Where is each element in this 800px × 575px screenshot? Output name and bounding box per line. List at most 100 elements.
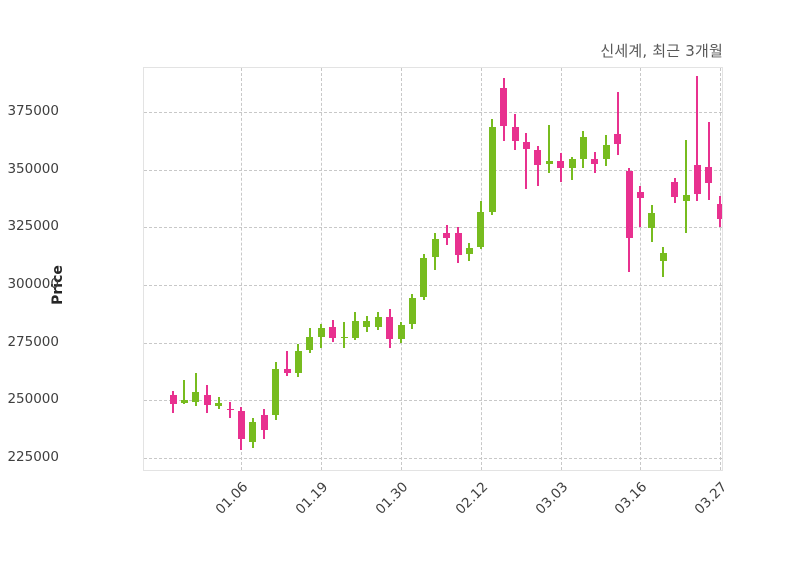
- candlestick-body: [237, 410, 245, 439]
- candlestick: [500, 68, 508, 470]
- candlestick: [602, 68, 610, 470]
- candlestick-body: [169, 394, 177, 404]
- candlestick: [294, 68, 302, 470]
- candlestick: [431, 68, 439, 470]
- candlestick-body: [283, 369, 291, 373]
- candlestick-body: [636, 191, 644, 199]
- candlestick: [716, 68, 722, 470]
- candlestick: [488, 68, 496, 470]
- x-axis-tick-label: 01.06: [213, 479, 252, 518]
- candlestick: [579, 68, 587, 470]
- gridline-horizontal: [144, 111, 722, 113]
- plot-area: [143, 67, 723, 471]
- candlestick-body: [545, 161, 553, 164]
- candlestick-body: [351, 320, 359, 339]
- candlestick-body: [329, 326, 337, 339]
- candlestick: [317, 68, 325, 470]
- candlestick-wick: [343, 321, 345, 349]
- gridline-horizontal: [144, 227, 722, 229]
- candlestick: [306, 68, 314, 470]
- candlestick-wick: [707, 122, 710, 200]
- candlestick: [511, 68, 519, 470]
- gridline-vertical: [321, 68, 323, 470]
- candlestick: [648, 68, 656, 470]
- candlestick: [705, 68, 713, 470]
- candlestick-wick: [286, 350, 288, 377]
- candlestick: [329, 68, 337, 470]
- candlestick-wick: [685, 139, 687, 234]
- candlestick-wick: [616, 92, 619, 155]
- candlestick-body: [568, 159, 576, 169]
- candlestick-body: [374, 317, 382, 327]
- candlestick-body: [306, 336, 314, 350]
- candlestick: [636, 68, 644, 470]
- gridline-horizontal: [144, 400, 722, 402]
- candlestick-body: [522, 141, 530, 149]
- candlestick-body: [260, 415, 268, 431]
- y-axis-tick-label: 275000: [7, 333, 59, 350]
- candlestick-body: [477, 212, 485, 247]
- candlestick: [363, 68, 371, 470]
- candlestick-body: [203, 394, 211, 406]
- y-axis-tick-label: 375000: [7, 102, 59, 119]
- candlestick: [568, 68, 576, 470]
- candlestick: [693, 68, 701, 470]
- gridline-horizontal: [144, 285, 722, 286]
- candlestick-body: [226, 408, 234, 410]
- candlestick-body: [215, 402, 223, 407]
- candlestick-wick: [571, 156, 573, 180]
- candlestick: [386, 68, 394, 470]
- candlestick-body: [511, 126, 519, 141]
- candlestick: [454, 68, 462, 470]
- candlestick-wick: [525, 132, 528, 190]
- chart-title: 신세계, 최근 3개월: [600, 42, 723, 60]
- candlestick: [625, 68, 633, 470]
- candlestick-wick: [696, 76, 699, 201]
- gridline-vertical: [241, 68, 243, 470]
- candlestick: [397, 68, 405, 470]
- candlestick-wick: [662, 246, 665, 277]
- candlestick-body: [420, 258, 428, 297]
- candlestick-body: [705, 167, 713, 184]
- candlestick-body: [682, 194, 690, 201]
- candlestick: [522, 68, 530, 470]
- candlestick-body: [272, 369, 280, 416]
- candlestick-body: [625, 170, 633, 238]
- gridline-vertical: [480, 68, 482, 470]
- candlestick: [249, 68, 257, 470]
- candlestick: [591, 68, 599, 470]
- x-axis-tick-label: 02.12: [452, 479, 492, 518]
- candlestick: [272, 68, 280, 470]
- gridline-horizontal: [144, 342, 722, 344]
- y-axis: Price 225000 250000 275000 300000 325000 3500…: [0, 0, 143, 575]
- x-axis-tick-label: 03.16: [612, 479, 651, 518]
- candlestick-body: [602, 145, 610, 160]
- candlestick-body: [465, 248, 473, 254]
- gridline-vertical: [720, 68, 722, 470]
- candlestick-body: [716, 204, 722, 220]
- candlestick: [340, 68, 348, 470]
- candlestick-body: [614, 133, 622, 145]
- candlestick-body: [500, 87, 508, 126]
- candlestick-body: [294, 350, 302, 373]
- candlestick: [283, 68, 291, 470]
- candlestick: [420, 68, 428, 470]
- gridline-vertical: [401, 68, 402, 470]
- candlestick: [237, 68, 245, 470]
- candlestick: [351, 68, 359, 470]
- candlestick: [215, 68, 223, 470]
- candlestick: [192, 68, 200, 470]
- gridline-horizontal: [144, 458, 722, 460]
- candlestick: [557, 68, 565, 470]
- x-axis-tick-label: 03.27: [691, 479, 731, 518]
- candlestick-body: [180, 400, 188, 403]
- candlestick-wick: [183, 379, 186, 404]
- y-axis-tick-label: 225000: [7, 449, 59, 466]
- gridline-vertical: [560, 68, 562, 470]
- y-axis-tick-label: 350000: [7, 160, 59, 177]
- candlestick-body: [431, 238, 439, 258]
- candlestick: [180, 68, 188, 470]
- candlestick: [477, 68, 485, 470]
